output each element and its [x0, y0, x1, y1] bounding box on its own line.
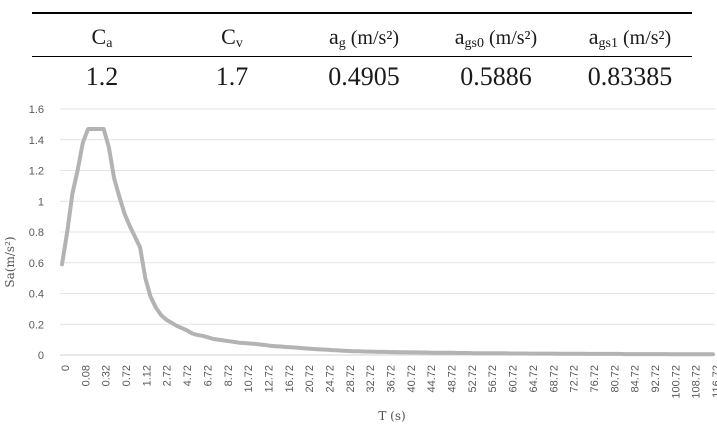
x-tick-label: 76.72	[589, 365, 601, 393]
header-cv: Cv	[221, 24, 243, 51]
y-tick-label: 1	[38, 196, 44, 208]
x-tick-label: 40.72	[406, 365, 418, 393]
y-tick-label: 1.4	[29, 135, 44, 147]
response-spectrum-chart: 0 0.2 0.4 0.6 0.8 1 1.2 1.4 1.6 0 0.08 0.32 0.72 1.1…	[0, 92, 717, 426]
x-tick-label: 4.72	[182, 365, 194, 386]
chart-svg: 0 0.2 0.4 0.6 0.8 1 1.2 1.4 1.6 0 0.08 0.32 0.72 1.1…	[3, 104, 717, 423]
y-tick-label: 0.4	[29, 289, 44, 301]
x-tick-label: 72.72	[569, 365, 581, 393]
x-tick-label: 68.72	[548, 365, 560, 393]
value-cv: 1.7	[215, 62, 249, 91]
header-ca: Ca	[91, 24, 113, 51]
x-tick-label: 48.72	[447, 365, 459, 393]
table-top-rule	[32, 12, 692, 14]
x-tick-label: 64.72	[528, 365, 540, 393]
x-tick-label: 80.72	[609, 365, 621, 393]
x-tick-label: 6.72	[202, 365, 214, 386]
x-tick-label: 116.72	[711, 365, 717, 398]
x-tick-label: 8.72	[223, 365, 235, 386]
x-tick-label: 52.72	[467, 365, 479, 393]
x-tick-label: 32.72	[365, 365, 377, 393]
value-ags0: 0.5886	[460, 62, 532, 91]
x-tick-label: 56.72	[487, 365, 499, 393]
x-tick-label: 44.72	[426, 365, 438, 393]
x-tick-label: 0.32	[101, 365, 113, 386]
table-header-rule	[32, 56, 692, 57]
y-tick-labels: 0 0.2 0.4 0.6 0.8 1 1.2 1.4 1.6	[29, 104, 44, 362]
x-tick-label: 92.72	[650, 365, 662, 393]
header-ags0: ags0 (m/s²)	[454, 24, 538, 51]
series-line	[60, 127, 715, 357]
value-ags1: 0.83385	[587, 62, 673, 91]
x-tick-label: 20.72	[304, 365, 316, 393]
x-tick-label: 0.72	[121, 365, 133, 386]
header-ags1: ags1 (m/s²)	[588, 24, 672, 51]
x-tick-label: 28.72	[345, 365, 357, 393]
y-tick-label: 0.8	[29, 227, 44, 239]
x-tick-label: 16.72	[284, 365, 296, 393]
x-tick-label: 0.08	[80, 365, 92, 386]
y-tick-label: 0.6	[29, 258, 44, 270]
x-tick-label: 84.72	[630, 365, 642, 393]
x-tick-label: 2.72	[162, 365, 174, 386]
gridlines	[60, 108, 715, 356]
parameter-table: Ca Cv ag (m/s²) ags0 (m/s²) ags1 (m/s²) …	[32, 2, 692, 92]
header-ag: ag (m/s²)	[329, 24, 399, 51]
x-tick-label: 108.72	[691, 365, 703, 399]
x-tick-label: 12.72	[263, 365, 275, 393]
x-tick-labels: 0 0.08 0.32 0.72 1.12 2.72 4.72 6.72 8.72 10.72 12…	[60, 365, 717, 399]
x-tick-label: 100.72	[670, 365, 682, 399]
x-tick-label: 1.12	[141, 365, 153, 386]
value-ag: 0.4905	[328, 62, 400, 91]
y-tick-label: 1.2	[29, 166, 44, 178]
y-tick-label: 0	[38, 350, 44, 362]
x-axis-title: T (s)	[378, 409, 405, 423]
x-tick-label: 24.72	[325, 365, 337, 393]
y-tick-label: 1.6	[29, 104, 44, 116]
y-axis-title: Sa(m/s²)	[3, 236, 17, 287]
y-tick-label: 0.2	[29, 319, 44, 331]
value-ca: 1.2	[85, 62, 119, 91]
x-tick-label: 60.72	[508, 365, 520, 393]
x-tick-label: 36.72	[386, 365, 398, 393]
x-tick-label: 0	[60, 365, 72, 371]
x-tick-label: 10.72	[243, 365, 255, 393]
